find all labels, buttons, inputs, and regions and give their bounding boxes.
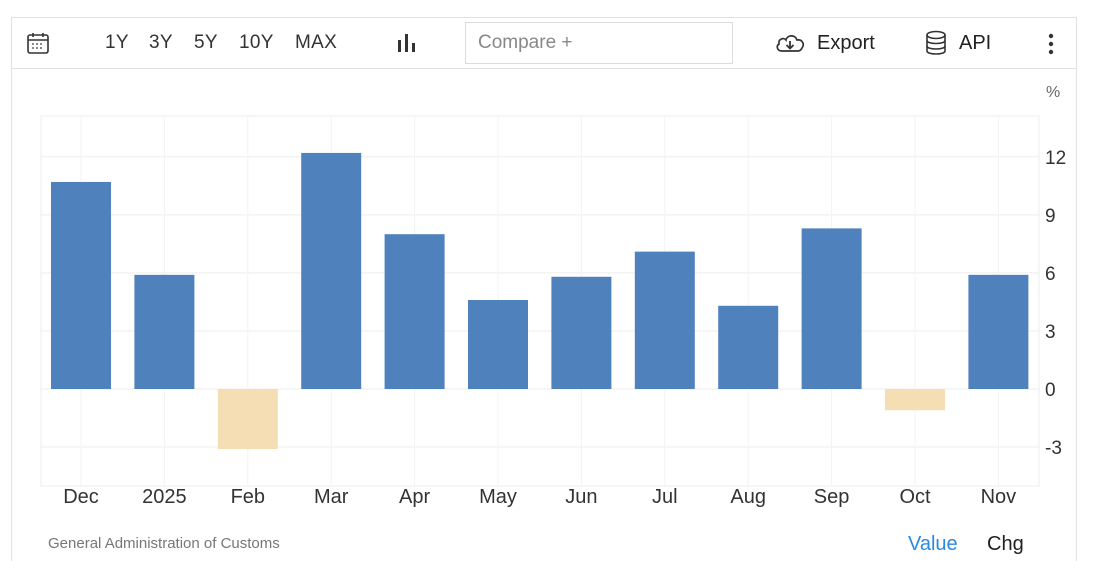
bar-dec[interactable] [51, 181, 111, 389]
x-category-label: Jun [565, 486, 597, 508]
range-max-button[interactable]: MAX [295, 32, 338, 53]
y-tick-label: -3 [1045, 438, 1062, 459]
api-button[interactable]: API [959, 32, 992, 54]
chart-type-icon[interactable] [396, 32, 418, 54]
bar-may[interactable] [468, 299, 528, 389]
x-category-label: May [479, 486, 517, 508]
unit-label: % [1046, 84, 1060, 101]
x-category-label: Oct [899, 486, 931, 508]
export-button[interactable]: Export [817, 32, 875, 54]
plot-area [40, 115, 1040, 487]
bar-mar[interactable] [301, 152, 362, 389]
value-tab[interactable]: Value [908, 533, 958, 555]
x-category-label: Aug [730, 486, 766, 508]
x-category-label: Nov [981, 486, 1017, 508]
y-tick-label: 12 [1045, 148, 1066, 169]
bar-2025[interactable] [134, 274, 195, 389]
range-10y-button[interactable]: 10Y [239, 32, 274, 53]
x-category-label: Feb [231, 486, 265, 508]
chart-toolbar: 1Y 3Y 5Y 10Y MAX Compare + Export API [11, 17, 1077, 69]
y-axis-ticks: 12 9 6 3 0 -3 [1045, 148, 1066, 459]
bar-aug[interactable] [718, 305, 779, 389]
database-icon[interactable] [925, 30, 947, 56]
x-axis-labels: Dec 2025 Feb Mar Apr May Jun Jul Aug Sep Oct Nov [63, 486, 1016, 508]
bar-apr[interactable] [384, 234, 445, 389]
cloud-download-icon[interactable] [774, 31, 806, 55]
x-category-label: 2025 [142, 486, 187, 508]
bar-jun[interactable] [551, 276, 612, 389]
x-category-label: Jul [652, 486, 678, 508]
calendar-icon[interactable] [26, 31, 50, 55]
range-5y-button[interactable]: 5Y [194, 32, 218, 53]
bar-nov[interactable] [968, 274, 1029, 389]
y-tick-label: 6 [1045, 264, 1056, 285]
x-category-label: Dec [63, 486, 99, 508]
bar-sep[interactable] [801, 228, 862, 389]
chg-tab[interactable]: Chg [987, 533, 1024, 555]
bar-chart: 12 9 6 3 0 -3 Dec 2025 Feb Mar Apr May Jun Jul Aug Sep… [40, 84, 1066, 508]
range-1y-button[interactable]: 1Y [105, 32, 129, 53]
x-category-label: Apr [399, 486, 430, 508]
bar-feb[interactable] [217, 389, 278, 449]
x-category-label: Sep [814, 486, 850, 508]
bar-oct[interactable] [885, 389, 945, 411]
x-category-label: Mar [314, 486, 349, 508]
y-tick-label: 0 [1045, 380, 1056, 401]
y-tick-label: 3 [1045, 322, 1056, 343]
compare-input[interactable]: Compare + [465, 22, 733, 64]
more-vertical-icon[interactable] [1047, 32, 1055, 56]
chart-grid [40, 115, 1040, 487]
bar-jul[interactable] [634, 251, 695, 389]
range-3y-button[interactable]: 3Y [149, 32, 173, 53]
source-label: General Administration of Customs [48, 535, 280, 552]
y-tick-label: 9 [1045, 206, 1056, 227]
chart-bars [51, 152, 1029, 449]
